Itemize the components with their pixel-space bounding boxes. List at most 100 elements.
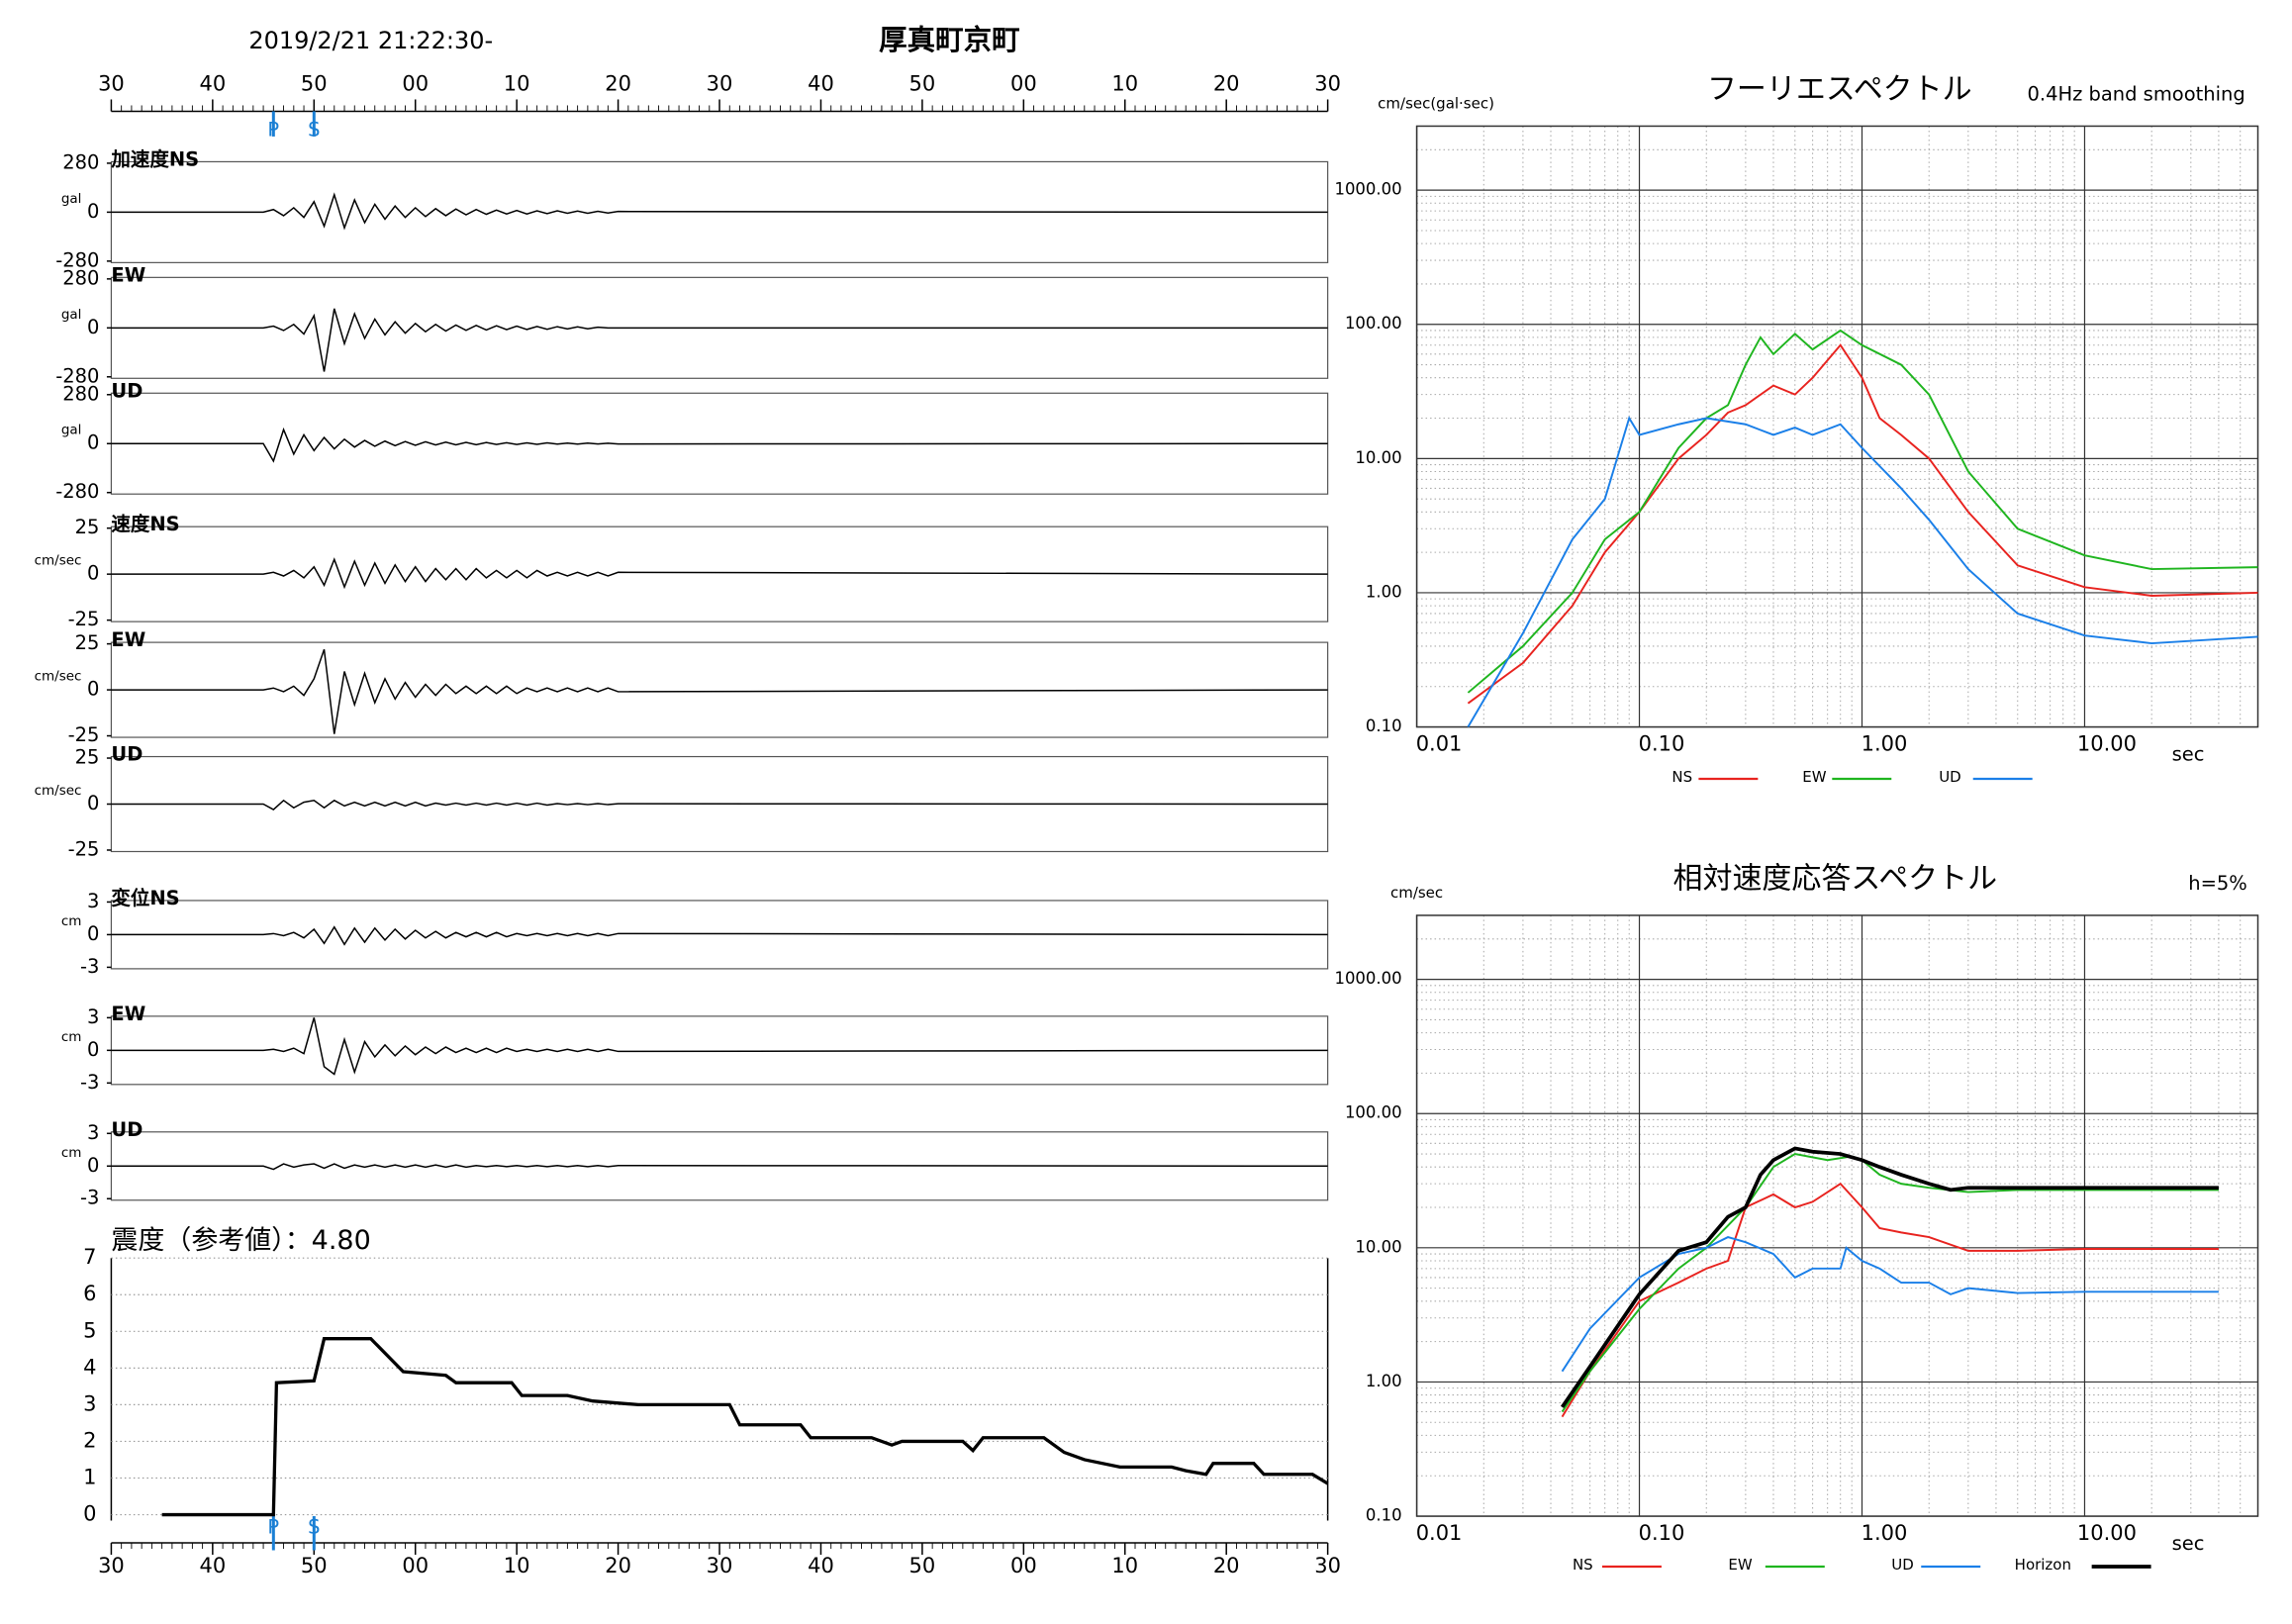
y-tick-label: -3 <box>80 1187 99 1209</box>
spectrum-line <box>1467 343 2258 705</box>
y-tick-label: -280 <box>55 248 99 271</box>
spectrum-line <box>1467 329 2258 694</box>
waveform-trace <box>111 1163 1328 1171</box>
legend-label: UD <box>1939 768 1961 786</box>
y-tick-label: 3 <box>87 1121 99 1144</box>
waveform-trace <box>111 799 1328 811</box>
x-tick-label: 00 <box>1010 71 1037 95</box>
unit-label: cm <box>61 1145 82 1161</box>
y-tick-label: 1 <box>83 1465 96 1488</box>
y-tick-label: 7 <box>83 1245 96 1269</box>
x-tick-label: 50 <box>301 71 328 95</box>
y-tick-label: 25 <box>75 746 100 769</box>
panel-label: UD <box>111 1118 143 1141</box>
x-tick-label: 00 <box>1010 1554 1037 1577</box>
y-tick-label: 2 <box>83 1428 96 1452</box>
x-tick-label: 30 <box>98 1554 125 1577</box>
x-tick-label: 10 <box>1111 1554 1138 1577</box>
intensity-line <box>161 1337 1329 1517</box>
x-tick-label: 20 <box>1213 1554 1240 1577</box>
y-tick-label: -3 <box>80 955 99 978</box>
x-tick-label: 20 <box>1213 71 1240 95</box>
x-tick-label: 30 <box>98 71 125 95</box>
x-tick-label: 1.00 <box>1862 1521 1908 1545</box>
x-tick-label: 10.00 <box>2077 1521 2137 1545</box>
y-tick-label: 0 <box>87 922 99 945</box>
waveform-trace <box>111 925 1328 946</box>
phase-label: S <box>308 1516 320 1539</box>
y-tick-label: 10.00 <box>1355 448 1401 467</box>
x-tick-label: 40 <box>808 1554 834 1577</box>
chart-title: 震度（参考値）：4.80 <box>111 1225 370 1256</box>
panel-label: 速度NS <box>111 513 179 535</box>
waveform-trace <box>111 308 1328 372</box>
chart-title: 厚真町京町 <box>879 24 1019 56</box>
x-tick-label: 50 <box>909 71 936 95</box>
unit-label: cm/sec <box>35 553 82 569</box>
legend-label: Horizon <box>2015 1556 2071 1574</box>
x-tick-label: 20 <box>605 1554 631 1577</box>
y-tick-label: -280 <box>55 480 99 503</box>
y-tick-label: 0.10 <box>1366 1506 1402 1525</box>
chart-subtitle: 2019/2/21 21:22:30- <box>248 27 493 54</box>
y-tick-label: 280 <box>62 150 99 173</box>
unit-label: gal <box>61 191 82 207</box>
x-axis-label: sec <box>2172 1532 2205 1555</box>
x-tick-label: 50 <box>909 1554 936 1577</box>
spectrum-line <box>1467 416 2258 728</box>
y-tick-label: 100.00 <box>1345 314 1402 333</box>
waveform-trace <box>111 192 1328 231</box>
y-tick-label: 0 <box>87 678 99 701</box>
chart-title: フーリエスペクトル <box>1707 72 1972 107</box>
y-tick-label: -25 <box>68 608 100 630</box>
y-tick-label: 1.00 <box>1366 582 1402 601</box>
x-tick-label: 40 <box>200 1554 227 1577</box>
legend-label: UD <box>1891 1556 1914 1574</box>
x-tick-label: 30 <box>1314 71 1341 95</box>
waveform-trace <box>111 648 1328 734</box>
panel-label: UD <box>111 743 143 766</box>
x-tick-label: 0.01 <box>1416 732 1463 756</box>
legend-label: EW <box>1728 1556 1752 1574</box>
spectrum-line <box>1560 1146 2219 1408</box>
y-tick-label: 0 <box>87 431 99 454</box>
plot-frame <box>1415 125 2259 728</box>
waveform-trace <box>111 1017 1328 1076</box>
y-tick-label: 0.10 <box>1366 716 1402 735</box>
y-tick-label: 0 <box>87 1154 99 1177</box>
y-tick-label: 1000.00 <box>1334 969 1401 988</box>
x-tick-label: 10 <box>504 71 530 95</box>
x-axis-label: sec <box>2172 743 2205 766</box>
x-tick-label: 50 <box>301 1554 328 1577</box>
x-tick-label: 0.10 <box>1639 1521 1685 1545</box>
phase-label: P <box>267 1516 279 1539</box>
legend-label: NS <box>1671 768 1692 786</box>
y-tick-label: 0 <box>87 316 99 338</box>
y-tick-label: 10.00 <box>1355 1237 1401 1256</box>
panel-label: EW <box>111 1003 145 1025</box>
legend-label: NS <box>1573 1556 1593 1574</box>
panel-label: UD <box>111 379 143 402</box>
y-tick-label: 0 <box>83 1502 96 1526</box>
x-tick-label: 00 <box>402 1554 429 1577</box>
phase-label: P <box>267 118 279 141</box>
waveform-trace <box>111 427 1328 463</box>
unit-label: cm <box>61 913 82 929</box>
chart-subtitle: h=5% <box>2188 872 2247 895</box>
y-tick-label: 1.00 <box>1366 1372 1402 1390</box>
y-tick-label: 0 <box>87 792 99 814</box>
chart-subtitle: 0.4Hz band smoothing <box>2028 82 2245 105</box>
y-tick-label: 0 <box>87 562 99 585</box>
x-tick-label: 1.00 <box>1862 732 1908 756</box>
x-tick-label: 0.01 <box>1416 1521 1463 1545</box>
x-tick-label: 00 <box>402 71 429 95</box>
waveform-trace <box>111 557 1328 590</box>
unit-label: gal <box>61 423 82 438</box>
panel-label: EW <box>111 263 145 286</box>
x-tick-label: 30 <box>1314 1554 1341 1577</box>
y-tick-label: 280 <box>62 266 99 289</box>
y-tick-label: 100.00 <box>1345 1103 1402 1122</box>
y-tick-label: 6 <box>83 1282 96 1305</box>
